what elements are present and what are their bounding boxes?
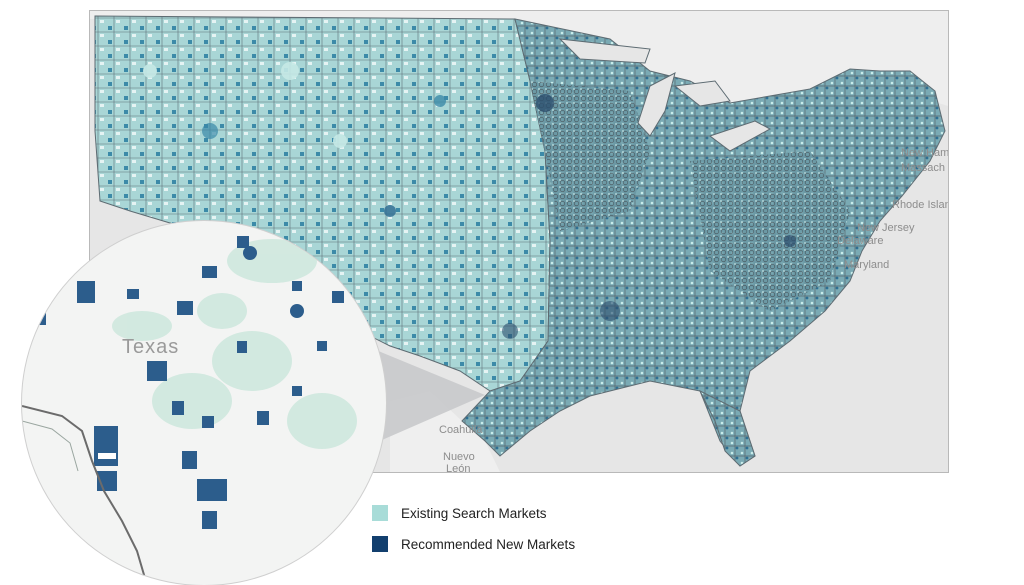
label-new-jersey: New Jersey	[857, 222, 915, 234]
legend-label-recommended: Recommended New Markets	[401, 536, 576, 552]
lake-huron	[673, 80, 731, 107]
label-massachusetts: Massach	[901, 162, 946, 174]
map-legend: Existing Search Markets Recommended New …	[372, 503, 575, 565]
florida-regions	[698, 389, 756, 467]
inset-canvas	[22, 236, 357, 585]
inset-region-label: Texas	[122, 336, 180, 358]
label-coahuila: Coahuila	[439, 424, 483, 436]
label-nuevo-leon-1: Nuevo	[443, 451, 475, 463]
legend-label-existing: Existing Search Markets	[401, 505, 547, 521]
east-dense-markets	[690, 151, 850, 311]
label-rhode-island: Rhode Islan	[892, 199, 949, 211]
canada-landmass	[90, 11, 948, 106]
texas-zoom-inset: Texas	[22, 221, 386, 585]
label-maryland: Maryland	[844, 259, 890, 271]
midwest-dense-markets	[530, 81, 650, 231]
legend-item-recommended[interactable]: Recommended New Markets	[372, 534, 575, 554]
lake-erie	[708, 120, 772, 152]
legend-item-existing[interactable]: Existing Search Markets	[372, 503, 575, 523]
rio-grande-border	[22, 405, 148, 585]
lake-michigan	[637, 72, 676, 137]
inset-road-marker	[98, 453, 116, 459]
inset-secondary-border	[22, 420, 79, 472]
legend-swatch-recommended	[372, 536, 388, 552]
lake-superior	[558, 38, 651, 64]
market-dots	[143, 62, 796, 339]
label-new-hampshire: New Ham	[901, 147, 949, 159]
label-nuevo-leon-2: León	[446, 463, 471, 473]
legend-swatch-existing	[372, 505, 388, 521]
label-delaware: Delaware	[837, 235, 884, 247]
inset-recommended-markets	[38, 236, 344, 529]
